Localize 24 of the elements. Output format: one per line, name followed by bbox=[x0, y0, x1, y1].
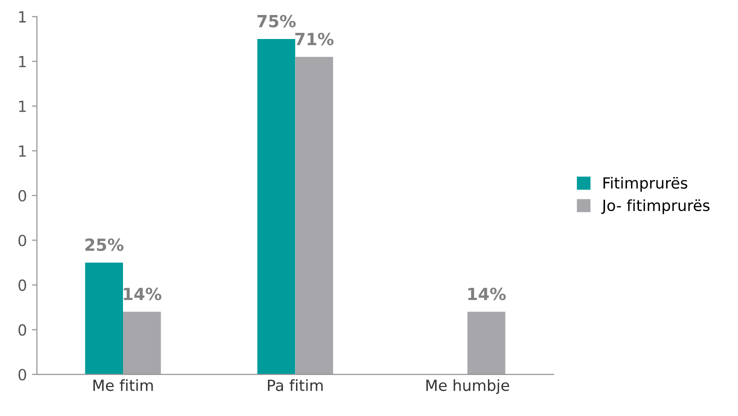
y-tick-label: 1 bbox=[19, 145, 26, 157]
legend-label: Fitimprurës bbox=[604, 176, 688, 192]
y-tick-label: 0 bbox=[18, 368, 26, 380]
data-label: 14% bbox=[124, 288, 162, 300]
x-tick-label: Pa fitim bbox=[268, 379, 323, 392]
bar bbox=[85, 262, 123, 374]
y-tick-label: 0 bbox=[18, 279, 26, 291]
data-label: 75% bbox=[257, 14, 296, 28]
bar bbox=[257, 39, 296, 374]
x-tick-label: Me humbje bbox=[426, 379, 510, 394]
y-tick-label: 1 bbox=[19, 11, 26, 22]
bar bbox=[467, 312, 506, 374]
bar bbox=[295, 56, 334, 374]
legend-label: Jo- fitimprurës bbox=[601, 199, 710, 214]
y-tick-label: 1 bbox=[19, 56, 26, 68]
y-tick-label: 0 bbox=[18, 234, 26, 246]
bar bbox=[123, 312, 161, 374]
data-label: 14% bbox=[468, 288, 506, 300]
data-label: 71% bbox=[295, 32, 334, 46]
x-tick-label: Me fitim bbox=[93, 379, 153, 392]
y-tick-label: 0 bbox=[18, 324, 26, 336]
y-tick-label: 0 bbox=[18, 190, 26, 202]
data-label: 25% bbox=[85, 238, 124, 252]
y-tick-label: 1 bbox=[19, 100, 26, 112]
